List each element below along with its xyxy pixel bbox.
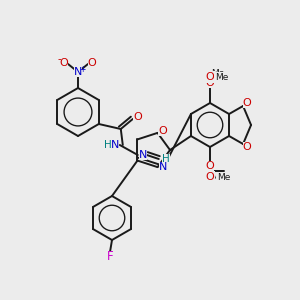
Text: O: O — [206, 161, 214, 171]
Text: O: O — [88, 58, 96, 68]
Text: H: H — [162, 154, 170, 164]
Text: N: N — [139, 150, 147, 160]
Text: Me: Me — [215, 73, 229, 82]
Text: O: O — [60, 58, 68, 68]
Text: O: O — [243, 142, 251, 152]
Text: H: H — [104, 140, 112, 150]
Text: O: O — [206, 172, 214, 182]
Text: N: N — [74, 67, 82, 77]
Text: O: O — [206, 78, 214, 88]
Text: Me: Me — [211, 70, 225, 79]
Text: O: O — [206, 72, 214, 82]
Text: +: + — [79, 64, 85, 74]
Text: O: O — [158, 126, 167, 136]
Text: O: O — [243, 98, 251, 108]
Text: O: O — [134, 112, 142, 122]
Text: N: N — [159, 162, 168, 172]
Text: -: - — [57, 54, 61, 64]
Text: N: N — [111, 140, 119, 150]
Text: Me: Me — [211, 172, 225, 182]
Text: Me: Me — [217, 172, 231, 182]
Text: F: F — [107, 250, 113, 263]
